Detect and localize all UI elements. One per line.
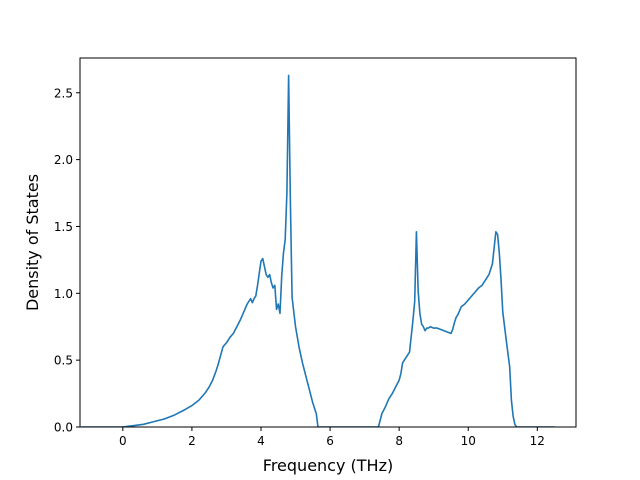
x-tick-label: 8 <box>395 434 403 448</box>
x-tick-label: 4 <box>257 434 265 448</box>
axes-frame <box>79 57 577 428</box>
y-tick-label: 1.5 <box>54 220 73 234</box>
x-axis-ticks: 0 2 4 6 8 10 12 <box>119 427 545 448</box>
y-tick-label: 2.5 <box>54 86 73 100</box>
y-tick-label: 1.0 <box>54 287 73 301</box>
x-tick-label: 12 <box>530 434 545 448</box>
x-tick-label: 10 <box>461 434 476 448</box>
x-tick-label: 0 <box>119 434 127 448</box>
y-tick-label: 0.0 <box>54 421 73 435</box>
x-tick-label: 2 <box>188 434 196 448</box>
y-tick-label: 2.0 <box>54 153 73 167</box>
series-line-0 <box>81 74 555 427</box>
x-tick-label: 6 <box>326 434 334 448</box>
y-tick-label: 0.5 <box>54 354 73 368</box>
y-axis-label: Density of States <box>23 174 42 311</box>
x-axis-label: Frequency (THz) <box>263 456 393 475</box>
y-axis-ticks: 0.0 0.5 1.0 1.5 2.0 2.5 <box>54 86 80 435</box>
plot-area <box>81 74 555 427</box>
